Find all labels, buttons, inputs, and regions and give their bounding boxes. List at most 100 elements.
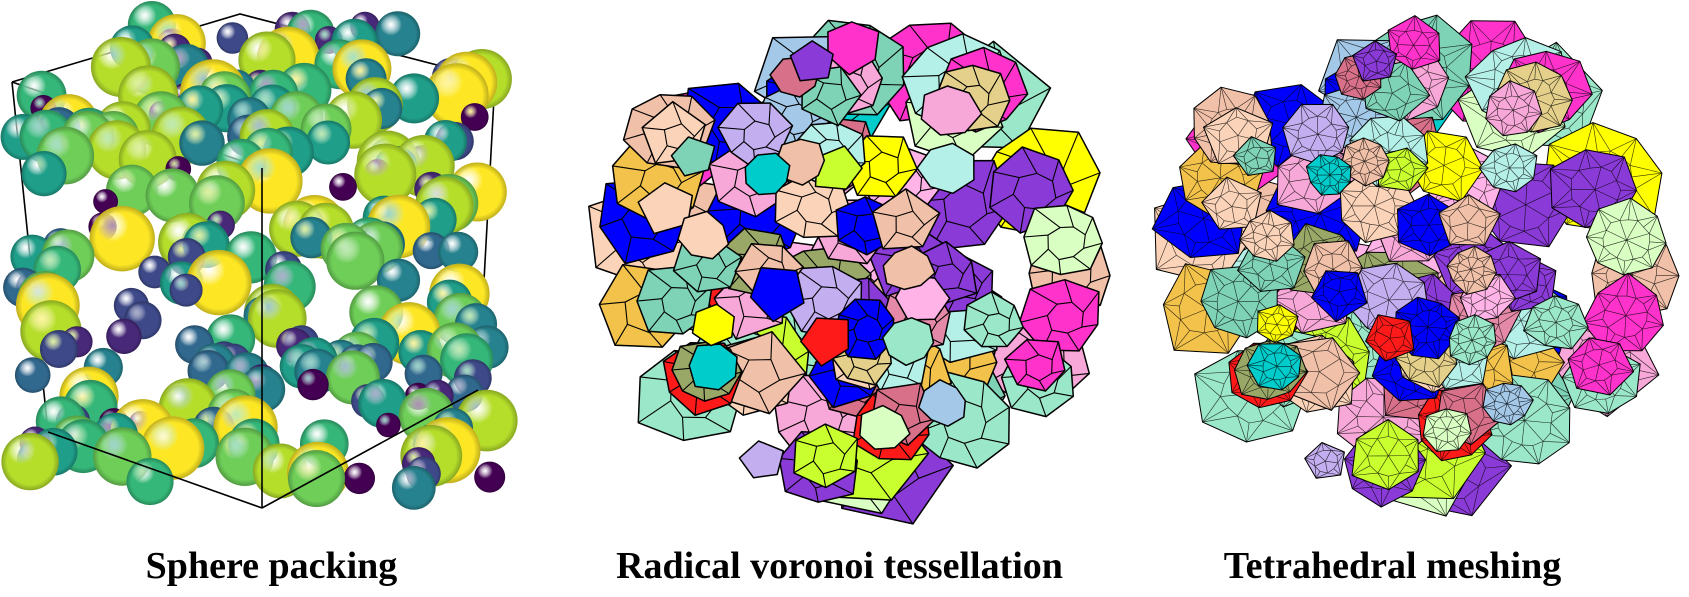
sphere-shade xyxy=(1,432,59,491)
mesh-triangles xyxy=(1246,343,1302,391)
voronoi-edge xyxy=(969,226,985,245)
voronoi-edge xyxy=(1021,146,1038,174)
voronoi-face xyxy=(743,120,776,151)
voronoi-edge xyxy=(822,473,827,488)
voronoi-edge xyxy=(649,332,663,348)
voronoi-edge xyxy=(655,145,668,164)
mesh-triangles xyxy=(1449,314,1497,365)
mesh-triangles xyxy=(1201,176,1262,230)
voronoi-edge xyxy=(1008,326,1024,332)
sphere-shade xyxy=(21,151,67,197)
voronoi-edge xyxy=(864,241,868,255)
voronoi-edge xyxy=(930,348,941,369)
voronoi-edge xyxy=(854,298,869,316)
voronoi-edge xyxy=(1073,256,1091,270)
voronoi-face xyxy=(1046,301,1084,334)
voronoi-edge xyxy=(821,223,839,237)
voronoi-edge xyxy=(730,141,745,153)
voronoi-edge xyxy=(981,270,993,284)
spheres xyxy=(0,1,518,510)
voronoi-edge xyxy=(839,468,856,472)
voronoi-edge xyxy=(867,341,877,360)
voronoi-edge xyxy=(599,301,626,305)
voronoi-cell xyxy=(1023,204,1104,276)
mesh-triangles xyxy=(1365,314,1415,362)
voronoi-edge xyxy=(1019,314,1048,324)
voronoi-edge xyxy=(1008,305,1015,319)
sphere-shade xyxy=(343,462,375,495)
voronoi-cell xyxy=(749,266,805,323)
voronoi-edge xyxy=(681,170,704,184)
voronoi-edge xyxy=(832,385,841,408)
voronoi-cell xyxy=(814,145,863,190)
mesh-triangles xyxy=(1485,80,1542,136)
tetrahedral-mesh-figure xyxy=(1151,14,1680,517)
voronoi-edge xyxy=(979,112,999,127)
voronoi-edge xyxy=(1004,358,1026,361)
voronoi-edge xyxy=(877,362,892,365)
voronoi-edge xyxy=(770,331,773,360)
voronoi-edge xyxy=(838,314,859,321)
voronoi-edge xyxy=(998,335,1008,347)
voronoi-edge xyxy=(784,475,806,492)
voronoi-cell xyxy=(859,404,911,450)
voronoi-edge xyxy=(918,464,954,479)
voronoi-edge xyxy=(989,193,1014,208)
mesh-triangles xyxy=(1438,194,1501,246)
mesh-triangles xyxy=(1422,408,1472,452)
voronoi-edge xyxy=(980,381,985,408)
voronoi-edge xyxy=(622,264,646,293)
voronoi-edge xyxy=(1082,291,1100,313)
voronoi-edge xyxy=(599,218,623,228)
voronoi-edge xyxy=(637,400,672,424)
voronoi-edge xyxy=(845,94,862,101)
voronoi-edge xyxy=(774,125,793,138)
sphere-shade xyxy=(105,164,158,217)
tetra-caption: Tetrahedral meshing xyxy=(1223,545,1562,587)
voronoi-edge xyxy=(717,126,745,131)
sphere-shade xyxy=(375,11,421,57)
voronoi-edge xyxy=(793,460,814,474)
voronoi-edge xyxy=(675,320,684,335)
mesh-triangles xyxy=(1311,270,1368,322)
voronoi-edge xyxy=(847,339,858,357)
mesh-triangles xyxy=(1239,210,1295,262)
voronoi-edge xyxy=(751,243,770,259)
voronoi-face xyxy=(796,191,833,225)
voronoi-edge xyxy=(1081,324,1098,328)
voronoi-edge xyxy=(1054,392,1074,397)
sphere-shade xyxy=(354,143,417,206)
voronoi-edge xyxy=(697,276,703,292)
voronoi-edge xyxy=(681,417,685,441)
voronoi-edge xyxy=(647,269,672,289)
voronoi-face xyxy=(895,210,926,238)
mesh-triangles xyxy=(1233,136,1276,176)
voronoi-edge xyxy=(864,196,874,215)
voronoi-cell xyxy=(963,291,1025,348)
mesh-triangles xyxy=(1479,143,1538,192)
voronoi-edge xyxy=(893,495,914,525)
voronoi-cell xyxy=(871,188,941,250)
voronoi-edge xyxy=(1051,369,1066,374)
mesh-triangles xyxy=(1482,383,1534,425)
sphere-shade xyxy=(460,103,489,131)
sphere-shade xyxy=(329,173,357,201)
voronoi-edge xyxy=(1065,172,1101,187)
voronoi-edge xyxy=(1051,159,1060,182)
voronoi-edge xyxy=(1063,131,1080,169)
voronoi-edge xyxy=(848,281,862,299)
mesh-triangles xyxy=(1351,419,1419,490)
voronoi-edge xyxy=(1057,366,1072,380)
voronoi-edge xyxy=(876,389,900,405)
voronoi-edge xyxy=(870,472,892,501)
voronoi-edge xyxy=(765,146,781,153)
voronoi-cell xyxy=(882,245,936,291)
voronoi-edge xyxy=(1017,87,1051,106)
sphere-shade xyxy=(474,461,506,493)
voronoi-face xyxy=(811,286,850,320)
sphere-shade xyxy=(126,457,174,506)
voronoi-edge xyxy=(810,124,827,140)
voronoi-edge xyxy=(824,423,834,444)
voronoi-edge xyxy=(827,242,839,259)
mesh-cell xyxy=(1377,147,1429,192)
